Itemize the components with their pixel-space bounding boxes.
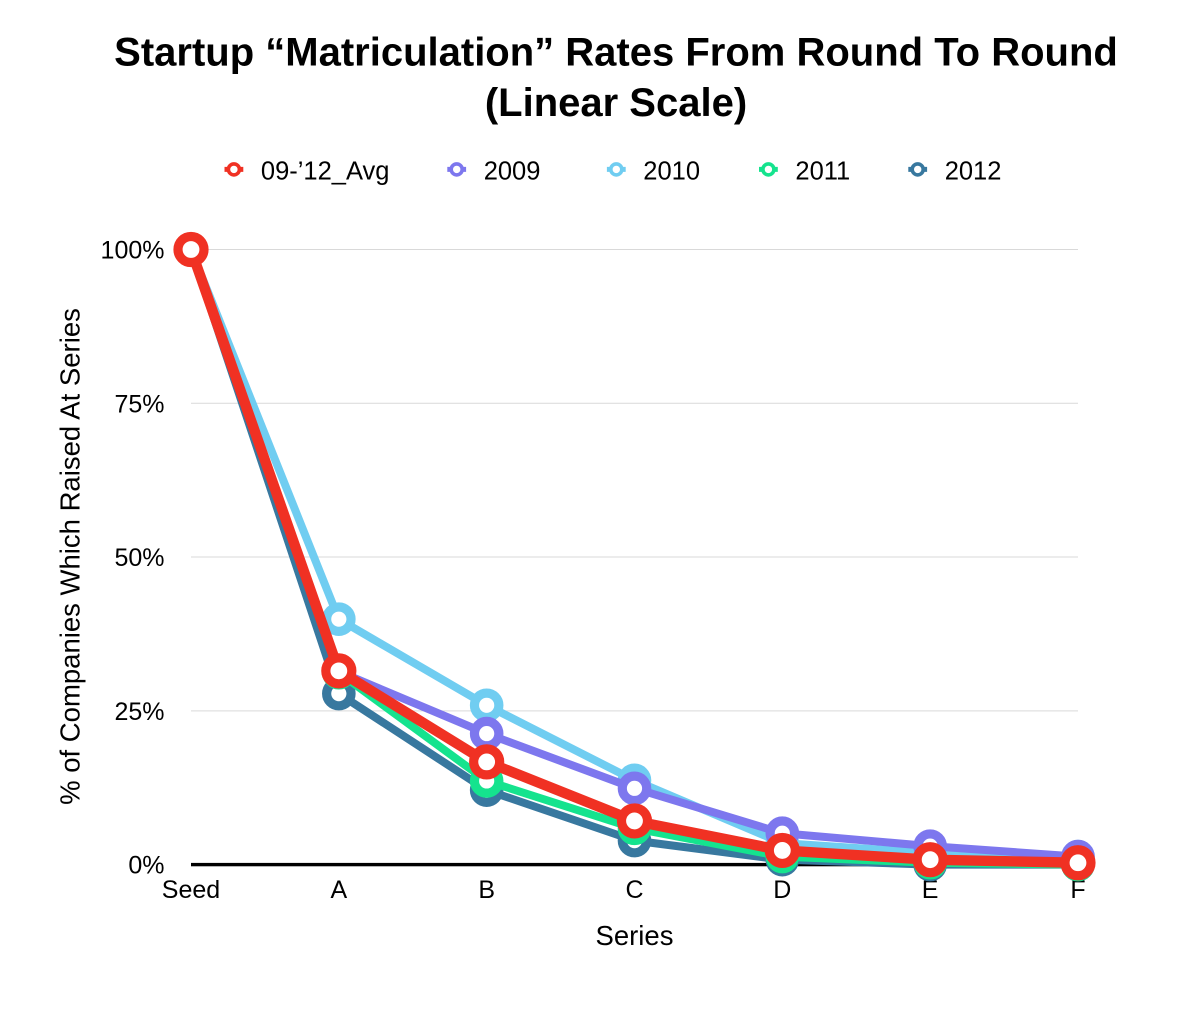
y-axis-title: % of Companies Which Raised At Series [54, 308, 85, 805]
x-axis-title: Series [596, 920, 674, 951]
legend-item-2011: 2011 [759, 158, 850, 186]
data-point-09-’12_Avg-D [764, 832, 800, 869]
legend-item-09-’12_Avg: 09-’12_Avg [224, 158, 390, 186]
data-point-09-’12_Avg-A [321, 653, 357, 689]
x-tick-label-Seed: Seed [162, 876, 220, 904]
x-tick-label-B: B [478, 876, 495, 904]
legend: 09-’12_Avg 2009 2010 2011 2012 [224, 158, 1001, 186]
legend-item-2010: 2010 [606, 158, 700, 186]
data-point-2010-B [469, 688, 504, 723]
data-point-09-’12_Avg-F [1060, 845, 1096, 881]
legend-label-2010: 2010 [643, 158, 700, 186]
y-tick-label-0%: 0% [128, 852, 164, 880]
x-tick-label-D: D [773, 876, 791, 904]
data-series [173, 231, 1096, 882]
legend-marker-2012 [910, 162, 926, 177]
y-tick-label-100%: 100% [101, 237, 165, 265]
legend-label-2011: 2011 [795, 158, 850, 186]
chart-subtitle: (Linear Scale) [485, 81, 747, 125]
x-tick-label-F: F [1070, 876, 1085, 904]
legend-label-2012: 2012 [945, 158, 1002, 186]
chart-title: Startup “Matriculation” Rates From Round… [114, 31, 1118, 75]
y-tick-label-75%: 75% [114, 390, 164, 418]
gridlines [191, 249, 1078, 712]
legend-item-2009: 2009 [447, 158, 540, 186]
legend-marker-2011 [761, 162, 776, 177]
data-point-2009-C [617, 771, 652, 806]
legend-label-09-’12_Avg: 09-’12_Avg [261, 158, 390, 186]
legend-marker-2010 [608, 162, 624, 177]
x-tick-label-A: A [330, 876, 347, 904]
data-point-09-’12_Avg-B [469, 744, 505, 780]
data-point-2009-B [469, 716, 504, 751]
y-axis-tick-labels: 0% 25% 50% 75% 100% [101, 237, 165, 880]
x-axis-tick-labels: Seed A B C D E F [162, 876, 1086, 904]
series-09-’12_Avg [173, 231, 1096, 881]
data-point-09-’12_Avg-Seed [173, 231, 209, 268]
legend-item-2012: 2012 [908, 158, 1001, 186]
data-point-2010-A [322, 602, 356, 636]
legend-marker-2009 [449, 162, 465, 177]
legend-label-2009: 2009 [484, 158, 541, 186]
y-tick-label-50%: 50% [114, 544, 164, 572]
data-point-09-’12_Avg-E [912, 842, 948, 878]
data-point-09-’12_Avg-C [616, 803, 653, 839]
x-axis-line [191, 862, 1078, 867]
y-tick-label-25%: 25% [114, 698, 164, 726]
x-tick-label-C: C [625, 876, 643, 904]
legend-marker-09-’12_Avg [226, 162, 242, 177]
x-tick-label-E: E [922, 876, 939, 904]
